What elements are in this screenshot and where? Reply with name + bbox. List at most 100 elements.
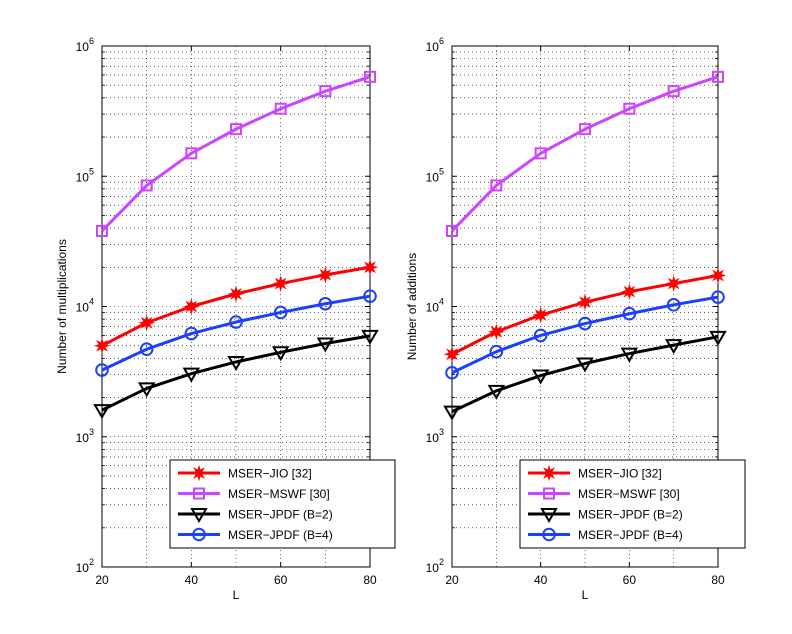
legend-label: MSER−JPDF (B=2) <box>578 508 683 522</box>
series-line <box>451 295 719 375</box>
x-tick-label: 60 <box>623 573 637 587</box>
legend-marker <box>542 527 556 542</box>
data-point <box>443 345 461 363</box>
y-tick-label: 105 <box>76 166 94 184</box>
data-point <box>621 283 638 300</box>
legend-label: MSER−JIO [32] <box>578 467 662 481</box>
data-point <box>227 285 245 303</box>
data-point <box>271 346 290 362</box>
x-tick-label: 80 <box>363 573 377 587</box>
data-point <box>666 298 681 312</box>
series <box>443 330 727 421</box>
data-point <box>533 328 548 343</box>
data-point <box>96 224 108 237</box>
y-tick-label: 103 <box>76 427 94 445</box>
series-line <box>451 335 719 413</box>
legend: MSER−JIO [32] MSER−MSWF [30] MSER−JPDF (B=… <box>169 459 396 549</box>
chart-panel-1: 20 40 60 80 102 103 104 105 106 L Number of multip… <box>55 36 396 602</box>
x-tick-label: 40 <box>185 573 199 587</box>
data-point <box>665 275 682 292</box>
x-tick-label: 20 <box>445 573 459 587</box>
series-line <box>101 294 371 372</box>
data-point <box>487 384 506 400</box>
legend-marker <box>543 487 555 500</box>
data-point <box>709 330 727 346</box>
data-point <box>623 102 636 115</box>
data-point <box>709 267 727 284</box>
legend-label: MSER−JIO [32] <box>228 467 312 481</box>
legend-label: MSER−MSWF [30] <box>228 487 330 501</box>
x-tick-label: 80 <box>711 573 725 587</box>
y-axis-label: Number of additions <box>405 253 419 360</box>
data-point <box>534 147 547 160</box>
data-point <box>93 404 111 420</box>
data-point <box>489 344 504 359</box>
data-point <box>576 293 594 311</box>
data-point <box>712 70 724 83</box>
legend-label: MSER−JPDF (B=2) <box>228 508 333 522</box>
series <box>95 289 377 377</box>
series <box>445 290 725 380</box>
data-point <box>579 123 591 136</box>
data-point <box>317 266 334 284</box>
y-tick-label: 105 <box>426 166 444 184</box>
data-point <box>490 179 503 192</box>
data-point <box>488 323 505 341</box>
data-point <box>319 85 332 98</box>
series <box>93 259 379 354</box>
data-point <box>620 347 639 363</box>
data-point <box>139 342 154 357</box>
x-axis-label: L <box>582 588 589 602</box>
y-tick-label: 104 <box>426 297 444 315</box>
data-point <box>138 314 155 332</box>
data-point <box>273 305 288 320</box>
x-tick-label: 20 <box>95 573 109 587</box>
data-point <box>182 367 201 383</box>
series-line <box>100 75 371 233</box>
data-point <box>274 102 287 115</box>
data-point <box>183 298 200 315</box>
data-point <box>361 329 379 345</box>
data-point <box>272 275 289 292</box>
data-point <box>93 337 111 354</box>
series <box>446 70 724 237</box>
series <box>443 267 727 363</box>
y-tick-label: 104 <box>76 297 94 315</box>
y-tick-label: 102 <box>426 557 444 575</box>
data-point <box>531 369 550 385</box>
data-point <box>578 316 592 331</box>
legend-marker <box>540 464 558 482</box>
data-point <box>137 382 156 398</box>
data-point <box>185 147 198 160</box>
series <box>96 70 376 237</box>
y-tick-label: 103 <box>426 427 444 445</box>
data-point <box>361 259 379 276</box>
data-point <box>446 224 458 237</box>
data-point <box>184 326 199 341</box>
y-tick-label: 106 <box>426 36 444 54</box>
data-point <box>445 365 459 380</box>
legend-label: MSER−JPDF (B=4) <box>228 528 333 542</box>
data-point <box>622 306 637 321</box>
data-point <box>316 337 335 353</box>
data-point <box>140 179 153 192</box>
legend-marker <box>190 508 208 523</box>
data-point <box>227 355 245 371</box>
data-point <box>230 123 242 136</box>
legend-marker <box>192 527 206 542</box>
data-point <box>576 357 594 373</box>
data-point <box>364 70 376 83</box>
series <box>93 329 379 420</box>
series-line <box>450 75 719 233</box>
data-point <box>664 339 683 355</box>
y-tick-label: 106 <box>76 36 94 54</box>
data-point <box>443 405 461 421</box>
x-axis-label: L <box>233 588 240 602</box>
data-point <box>667 85 680 98</box>
data-point <box>229 315 243 329</box>
legend-marker <box>540 508 558 523</box>
x-tick-label: 40 <box>534 573 548 587</box>
legend-marker <box>193 487 205 500</box>
data-point <box>318 296 333 311</box>
legend-label: MSER−MSWF [30] <box>578 487 680 501</box>
